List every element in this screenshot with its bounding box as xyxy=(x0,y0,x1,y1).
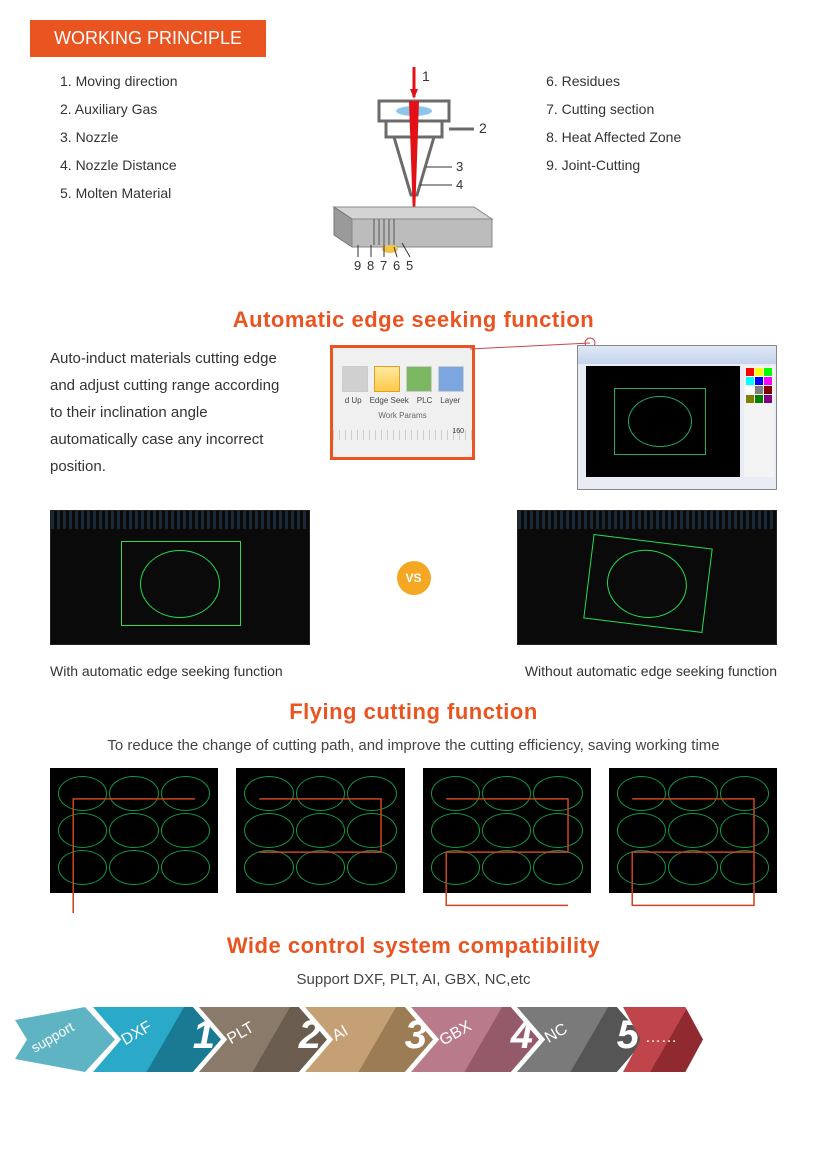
vs-badge: VS xyxy=(397,561,431,595)
toolbar-button[interactable] xyxy=(342,366,368,392)
principle-item: 5. Molten Material xyxy=(60,179,281,207)
principle-item: 8. Heat Affected Zone xyxy=(546,123,767,151)
flying-panel xyxy=(423,768,591,893)
svg-text:7: 7 xyxy=(380,258,387,273)
working-principle-row: 1. Moving direction 2. Auxiliary Gas 3. … xyxy=(0,67,827,287)
toolbar-label: PLC xyxy=(417,396,433,405)
flying-description: To reduce the change of cutting path, an… xyxy=(0,737,827,754)
svg-text:3: 3 xyxy=(456,159,463,174)
edge-seeking-row: Auto-induct materials cutting edge and a… xyxy=(0,345,827,490)
toolbar-zoom-panel: d Up Edge Seek PLC Layer Work Params 160 xyxy=(330,345,475,460)
edge-seek-button[interactable] xyxy=(374,366,400,392)
cad-software-screenshot xyxy=(577,345,777,490)
compat-section-title: Wide control system compatibility xyxy=(0,933,827,959)
principle-item: 2. Auxiliary Gas xyxy=(60,95,281,123)
toolbar-label: d Up xyxy=(345,396,362,405)
flying-panel xyxy=(50,768,218,893)
principle-item: 4. Nozzle Distance xyxy=(60,151,281,179)
flying-images-row xyxy=(0,768,827,893)
toolbar-button[interactable] xyxy=(406,366,432,392)
caption-without: Without automatic edge seeking function xyxy=(414,663,778,679)
section-banner: WORKING PRINCIPLE xyxy=(30,20,266,57)
svg-text:8: 8 xyxy=(367,258,374,273)
svg-text:2: 2 xyxy=(479,120,487,136)
comparison-image-with xyxy=(50,510,310,645)
toolbar-label: Layer xyxy=(440,396,460,405)
svg-text:4: 4 xyxy=(456,177,463,192)
nozzle-diagram: 1 2 3 4 xyxy=(281,67,546,287)
svg-text:9: 9 xyxy=(354,258,361,273)
toolbar-group-label: Work Params xyxy=(333,411,472,420)
principle-item: 3. Nozzle xyxy=(60,123,281,151)
caption-with: With automatic edge seeking function xyxy=(50,663,414,679)
chevron-label: …… xyxy=(645,1029,677,1047)
flying-panel xyxy=(236,768,404,893)
flying-section-title: Flying cutting function xyxy=(0,699,827,725)
compat-description: Support DXF, PLT, AI, GBX, NC,etc xyxy=(0,971,827,988)
chevron-more: …… xyxy=(623,1007,703,1072)
comparison-row: VS xyxy=(0,490,827,655)
principle-item: 6. Residues xyxy=(546,67,767,95)
edge-description: Auto-induct materials cutting edge and a… xyxy=(50,345,290,480)
comparison-image-without xyxy=(517,510,777,645)
diagram-label: 1 xyxy=(422,68,430,84)
principle-list-left: 1. Moving direction 2. Auxiliary Gas 3. … xyxy=(60,67,281,287)
format-chevron-row: support DXF 1 PLT 2 AI 3 GBX 4 NC 5 …… xyxy=(0,1002,827,1092)
toolbar-label: Edge Seek xyxy=(370,396,409,405)
principle-item: 9. Joint-Cutting xyxy=(546,151,767,179)
toolbar-button[interactable] xyxy=(438,366,464,392)
edge-section-title: Automatic edge seeking function xyxy=(0,307,827,333)
color-palette xyxy=(744,366,774,477)
principle-list-right: 6. Residues 7. Cutting section 8. Heat A… xyxy=(546,67,767,287)
principle-item: 7. Cutting section xyxy=(546,95,767,123)
principle-item: 1. Moving direction xyxy=(60,67,281,95)
ruler-mark: 160 xyxy=(452,428,464,435)
flying-panel xyxy=(609,768,777,893)
svg-text:6: 6 xyxy=(393,258,400,273)
svg-text:5: 5 xyxy=(406,258,413,273)
